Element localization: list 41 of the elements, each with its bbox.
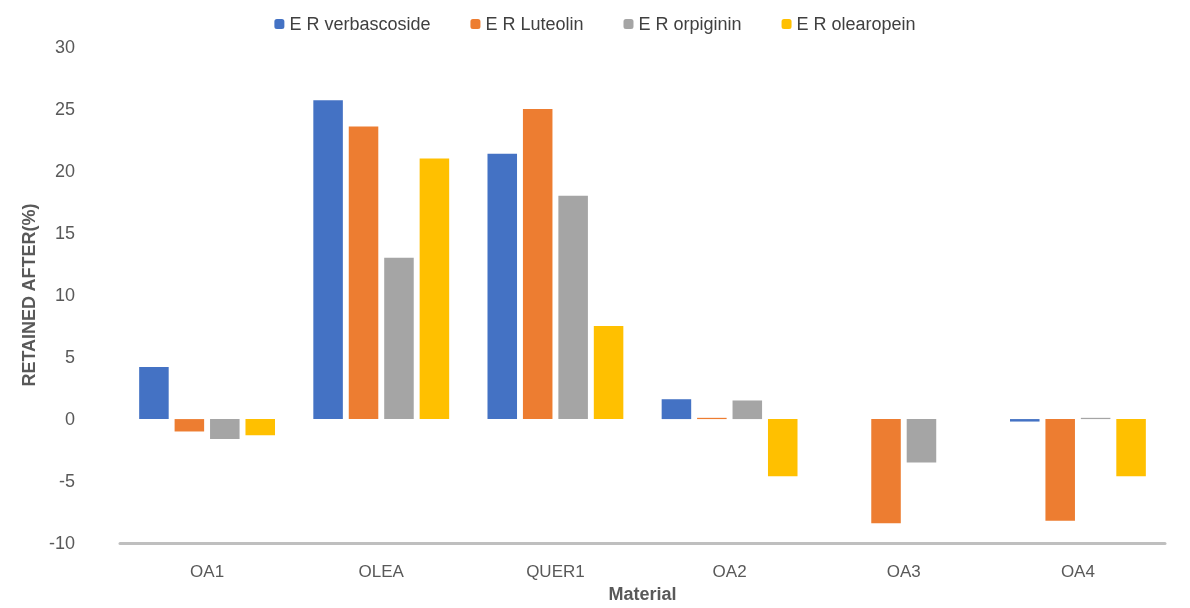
x-tick-label: OA4 bbox=[1060, 562, 1095, 582]
y-tick-label: 0 bbox=[64, 409, 75, 430]
bar bbox=[871, 419, 901, 524]
x-tick-label: OLEA bbox=[358, 562, 405, 582]
bar bbox=[1009, 419, 1040, 422]
bar bbox=[522, 109, 553, 420]
bar bbox=[732, 400, 763, 420]
bar bbox=[313, 100, 343, 420]
legend-label: E R olearopein bbox=[796, 14, 916, 34]
bar bbox=[593, 326, 624, 420]
bar bbox=[1116, 419, 1146, 477]
bar bbox=[174, 419, 205, 432]
bar bbox=[767, 419, 798, 477]
bar bbox=[245, 419, 276, 436]
y-tick-label: -5 bbox=[58, 471, 75, 492]
x-axis-title: Material bbox=[608, 584, 677, 604]
bar bbox=[348, 126, 379, 420]
bar bbox=[906, 419, 937, 463]
x-tick-label: QUER1 bbox=[526, 562, 585, 582]
bar bbox=[487, 153, 518, 420]
y-tick-label: 5 bbox=[64, 347, 75, 368]
bar bbox=[1045, 419, 1075, 521]
bar bbox=[558, 195, 588, 420]
y-axis-title: RETAINED AFTER(%) bbox=[19, 203, 40, 387]
bar bbox=[419, 158, 450, 420]
bar bbox=[661, 399, 692, 420]
bar bbox=[210, 419, 240, 439]
y-tick-label: 15 bbox=[54, 223, 75, 244]
legend-label: E R verbascoside bbox=[289, 14, 431, 34]
y-tick-label: 25 bbox=[54, 99, 75, 120]
legend-label: E R orpiginin bbox=[638, 14, 742, 34]
x-tick-label: OA1 bbox=[190, 562, 225, 582]
x-tick-label: OA2 bbox=[712, 562, 747, 582]
legend-label: E R Luteolin bbox=[485, 14, 584, 34]
y-tick-label: -10 bbox=[48, 533, 75, 554]
y-tick-label: 30 bbox=[54, 37, 75, 57]
bar bbox=[139, 366, 169, 420]
bar bbox=[384, 257, 414, 420]
y-tick-label: 10 bbox=[54, 285, 75, 306]
x-tick-label: OA3 bbox=[886, 562, 921, 582]
y-tick-label: 20 bbox=[54, 161, 75, 182]
